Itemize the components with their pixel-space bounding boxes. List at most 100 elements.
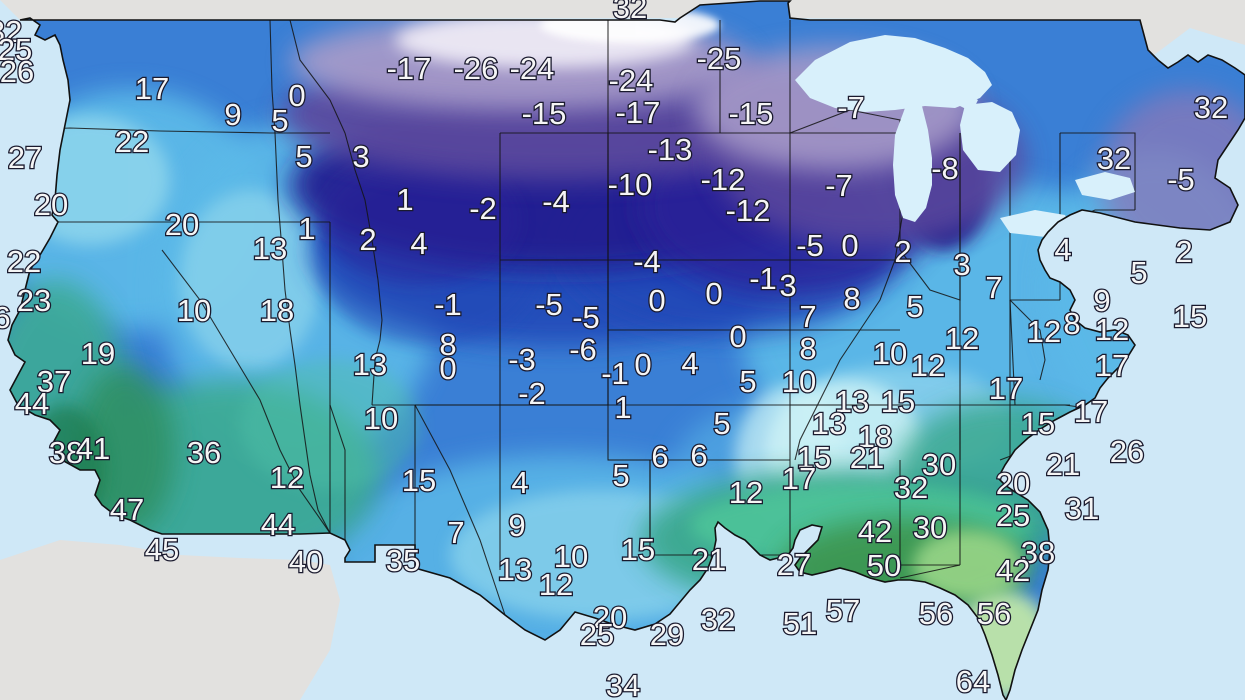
svg-text:12: 12 bbox=[945, 321, 979, 356]
svg-text:12: 12 bbox=[1095, 312, 1129, 347]
svg-text:-1: -1 bbox=[601, 356, 629, 391]
svg-text:4: 4 bbox=[511, 465, 528, 500]
svg-text:-13: -13 bbox=[648, 132, 693, 167]
svg-text:15: 15 bbox=[402, 463, 436, 498]
svg-text:51: 51 bbox=[783, 606, 817, 641]
svg-text:-4: -4 bbox=[542, 184, 570, 219]
svg-text:44: 44 bbox=[15, 386, 49, 421]
svg-text:2: 2 bbox=[894, 234, 911, 269]
svg-text:1: 1 bbox=[298, 211, 315, 246]
svg-text:27: 27 bbox=[8, 140, 42, 175]
svg-text:32: 32 bbox=[894, 470, 928, 505]
svg-text:4: 4 bbox=[1054, 232, 1071, 267]
svg-text:12: 12 bbox=[539, 567, 573, 602]
svg-text:-3: -3 bbox=[508, 342, 536, 377]
svg-text:-5: -5 bbox=[535, 287, 563, 322]
svg-text:20: 20 bbox=[996, 466, 1030, 501]
svg-text:5: 5 bbox=[713, 406, 730, 441]
svg-text:6: 6 bbox=[651, 439, 668, 474]
svg-text:5: 5 bbox=[612, 458, 629, 493]
svg-text:15: 15 bbox=[1021, 406, 1055, 441]
svg-text:42: 42 bbox=[858, 514, 892, 549]
svg-text:1: 1 bbox=[396, 182, 413, 217]
svg-text:50: 50 bbox=[867, 548, 901, 583]
svg-text:8: 8 bbox=[843, 281, 860, 316]
svg-text:-15: -15 bbox=[729, 96, 774, 131]
svg-text:32: 32 bbox=[613, 0, 647, 25]
svg-text:12: 12 bbox=[270, 460, 304, 495]
svg-text:12: 12 bbox=[911, 348, 945, 383]
svg-text:9: 9 bbox=[224, 97, 241, 132]
svg-text:0: 0 bbox=[288, 78, 305, 113]
svg-text:21: 21 bbox=[1046, 447, 1080, 482]
svg-text:-12: -12 bbox=[701, 162, 746, 197]
svg-text:31: 31 bbox=[1065, 491, 1099, 526]
svg-text:8: 8 bbox=[1063, 306, 1080, 341]
svg-text:-10: -10 bbox=[608, 167, 653, 202]
svg-text:15: 15 bbox=[881, 384, 915, 419]
svg-text:27: 27 bbox=[777, 547, 811, 582]
svg-text:7: 7 bbox=[985, 270, 1002, 305]
svg-text:-24: -24 bbox=[510, 51, 555, 86]
svg-text:5: 5 bbox=[906, 289, 923, 324]
svg-text:40: 40 bbox=[289, 544, 323, 579]
svg-text:6: 6 bbox=[690, 438, 707, 473]
svg-text:6: 6 bbox=[0, 300, 11, 335]
svg-text:32: 32 bbox=[1097, 141, 1131, 176]
svg-text:17: 17 bbox=[135, 71, 169, 106]
svg-text:15: 15 bbox=[1173, 299, 1207, 334]
svg-text:5: 5 bbox=[271, 103, 288, 138]
svg-text:20: 20 bbox=[34, 187, 68, 222]
svg-text:-26: -26 bbox=[454, 51, 499, 86]
svg-text:17: 17 bbox=[1095, 348, 1129, 383]
svg-text:2: 2 bbox=[359, 222, 376, 257]
svg-text:12: 12 bbox=[729, 475, 763, 510]
svg-text:-15: -15 bbox=[522, 96, 567, 131]
svg-text:3: 3 bbox=[779, 268, 796, 303]
svg-text:19: 19 bbox=[81, 336, 115, 371]
svg-text:18: 18 bbox=[260, 293, 294, 328]
svg-text:17: 17 bbox=[989, 371, 1023, 406]
svg-text:44: 44 bbox=[261, 507, 295, 542]
svg-text:7: 7 bbox=[799, 299, 816, 334]
svg-text:4: 4 bbox=[410, 226, 427, 261]
svg-text:56: 56 bbox=[977, 596, 1011, 631]
svg-text:-7: -7 bbox=[825, 168, 853, 203]
svg-text:36: 36 bbox=[187, 435, 221, 470]
svg-text:10: 10 bbox=[364, 401, 398, 436]
svg-text:-25: -25 bbox=[697, 41, 742, 76]
svg-text:-2: -2 bbox=[469, 191, 497, 226]
svg-text:26: 26 bbox=[1110, 434, 1144, 469]
svg-text:-2: -2 bbox=[518, 376, 546, 411]
svg-text:47: 47 bbox=[110, 492, 144, 527]
svg-text:-1: -1 bbox=[434, 287, 462, 322]
svg-text:25: 25 bbox=[580, 617, 614, 652]
svg-text:34: 34 bbox=[606, 668, 640, 700]
svg-text:0: 0 bbox=[634, 347, 651, 382]
svg-text:13: 13 bbox=[812, 406, 846, 441]
svg-text:57: 57 bbox=[826, 593, 860, 628]
svg-text:-1: -1 bbox=[749, 261, 777, 296]
svg-text:42: 42 bbox=[996, 553, 1030, 588]
svg-text:-17: -17 bbox=[387, 51, 432, 86]
svg-text:3: 3 bbox=[953, 247, 970, 282]
svg-text:0: 0 bbox=[439, 351, 456, 386]
svg-text:0: 0 bbox=[841, 228, 858, 263]
svg-text:17: 17 bbox=[1074, 394, 1108, 429]
svg-text:20: 20 bbox=[165, 207, 199, 242]
svg-text:5: 5 bbox=[739, 364, 756, 399]
svg-text:41: 41 bbox=[76, 431, 110, 466]
svg-text:-6: -6 bbox=[569, 332, 597, 367]
svg-text:0: 0 bbox=[705, 276, 722, 311]
svg-text:-12: -12 bbox=[726, 193, 771, 228]
svg-text:0: 0 bbox=[648, 283, 665, 318]
svg-text:13: 13 bbox=[498, 552, 532, 587]
svg-text:-17: -17 bbox=[616, 95, 661, 130]
svg-text:5: 5 bbox=[295, 139, 312, 174]
svg-text:8: 8 bbox=[799, 331, 816, 366]
svg-text:21: 21 bbox=[850, 440, 884, 475]
svg-text:23: 23 bbox=[17, 283, 51, 318]
svg-text:1: 1 bbox=[614, 390, 631, 425]
svg-text:32: 32 bbox=[701, 602, 735, 637]
svg-text:26: 26 bbox=[0, 54, 34, 89]
